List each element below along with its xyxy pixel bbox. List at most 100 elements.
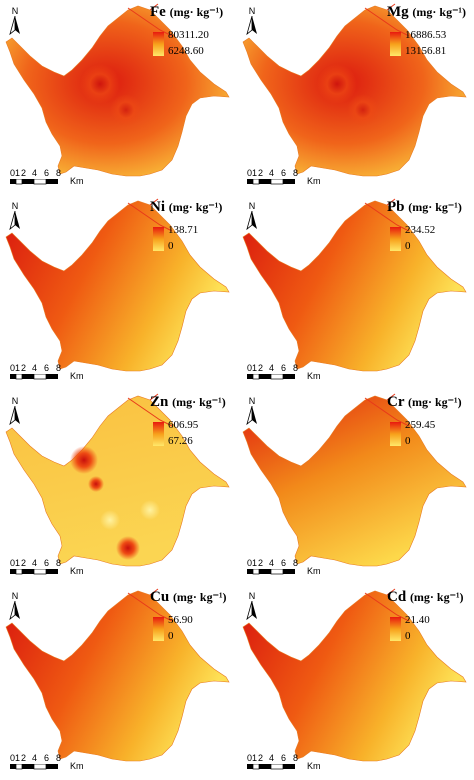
element-symbol: Zn (150, 394, 169, 410)
panel-title: Mg (mg· kg⁻¹) (387, 4, 466, 21)
panel-title: Zn (mg· kg⁻¹) (150, 394, 226, 411)
scale-tick-label: 8 (293, 558, 299, 568)
boundary-line (127, 592, 173, 622)
legend-max: 606.95 (168, 419, 199, 431)
scale-tick-label: 6 (44, 363, 50, 373)
north-label: N (11, 6, 19, 16)
scale-tick-label: 6 (281, 168, 287, 178)
hotspot (317, 64, 357, 104)
legend-color-ramp (153, 227, 164, 251)
legend-max: 259.45 (405, 419, 436, 431)
scale-bar-graphic (247, 764, 295, 770)
scale-tick-label: 0 (247, 168, 253, 178)
scale-tick-label: 2 (21, 168, 27, 178)
scale-unit: Km (307, 761, 321, 771)
boundary-line (149, 588, 159, 596)
scale-tick-label: 8 (293, 168, 299, 178)
scale-tick-label: 6 (281, 363, 287, 373)
boundary-line (386, 393, 396, 401)
element-symbol: Cu (150, 589, 170, 605)
scale-tick-label: 2 (258, 168, 264, 178)
scale-tick-label: 1 (15, 168, 21, 178)
panel-title: Cr (mg· kg⁻¹) (387, 394, 462, 411)
element-symbol: Mg (387, 4, 409, 20)
scale-tick-label: 2 (21, 363, 27, 373)
boundary-line (386, 588, 396, 596)
hotspot (88, 476, 104, 492)
legend-min: 6248.60 (168, 45, 204, 57)
north-label: N (248, 396, 256, 406)
north-arrow-icon: N (8, 6, 22, 36)
legend-max: 138.71 (168, 224, 199, 236)
hotspot (70, 446, 98, 474)
element-symbol: Ni (150, 199, 165, 215)
scale-unit: Km (307, 566, 321, 576)
scale-unit: Km (70, 176, 84, 186)
boundary-line (364, 202, 410, 232)
unit-label: (mg· kg⁻¹) (409, 590, 464, 604)
hotspot (116, 536, 140, 560)
legend-color-ramp (153, 617, 164, 641)
legend-min: 0 (405, 240, 411, 252)
boundary-line (364, 7, 410, 37)
legend-min: 0 (168, 240, 174, 252)
north-arrow-icon: N (8, 591, 22, 621)
boundary-line (127, 397, 173, 427)
unit-label: (mg· kg⁻¹) (407, 395, 462, 409)
region-map (5, 198, 230, 372)
legend-max: 16886.53 (405, 29, 447, 41)
panel-title: Cd (mg· kg⁻¹) (387, 589, 464, 606)
north-arrow-icon: N (245, 6, 259, 36)
legend-max: 234.52 (405, 224, 436, 236)
scale-tick-label: 0 (10, 363, 16, 373)
scale-tick-label: 1 (252, 363, 258, 373)
element-symbol: Pb (387, 199, 405, 215)
hotspot (100, 510, 120, 530)
scale-unit: Km (70, 566, 84, 576)
scale-tick-label: 8 (56, 753, 62, 763)
scale-tick-label: 1 (252, 168, 258, 178)
north-label: N (248, 6, 256, 16)
element-symbol: Cd (387, 589, 407, 605)
unit-label: (mg· kg⁻¹) (168, 200, 223, 214)
legend-min: 0 (405, 630, 411, 642)
boundary-line (149, 198, 159, 206)
scale-unit: Km (307, 176, 321, 186)
legend-max: 56.90 (168, 614, 193, 626)
boundary-line (149, 393, 159, 401)
scale-tick-label: 6 (281, 558, 287, 568)
north-label: N (248, 591, 256, 601)
scale-tick-label: 2 (21, 558, 27, 568)
legend-color-ramp (390, 32, 401, 56)
region-shape (5, 395, 230, 567)
legend-max: 21.40 (405, 614, 430, 626)
region-map (242, 588, 467, 762)
scale-bar-graphic (10, 569, 58, 575)
boundary-line (386, 198, 396, 206)
scale-tick-label: 0 (10, 168, 16, 178)
panel-title: Pb (mg· kg⁻¹) (387, 199, 462, 216)
region-map (5, 588, 230, 762)
scale-tick-label: 2 (21, 753, 27, 763)
region-map (242, 393, 467, 567)
region-map (5, 3, 230, 177)
north-arrow-icon: N (8, 201, 22, 231)
north-arrow-icon: N (8, 396, 22, 426)
hotspot (80, 64, 120, 104)
region-shape (242, 200, 467, 372)
north-arrow-icon: N (245, 591, 259, 621)
boundary-line (127, 7, 173, 37)
scale-unit: Km (307, 371, 321, 381)
scale-tick-label: 1 (15, 753, 21, 763)
boundary-line (149, 3, 159, 11)
region-shape (5, 200, 230, 372)
element-symbol: Fe (150, 4, 166, 20)
legend-color-ramp (390, 227, 401, 251)
north-label: N (248, 201, 256, 211)
scale-tick-label: 4 (269, 753, 275, 763)
region-shape (5, 590, 230, 762)
scale-tick-label: 1 (252, 558, 258, 568)
unit-label: (mg· kg⁻¹) (169, 5, 224, 19)
